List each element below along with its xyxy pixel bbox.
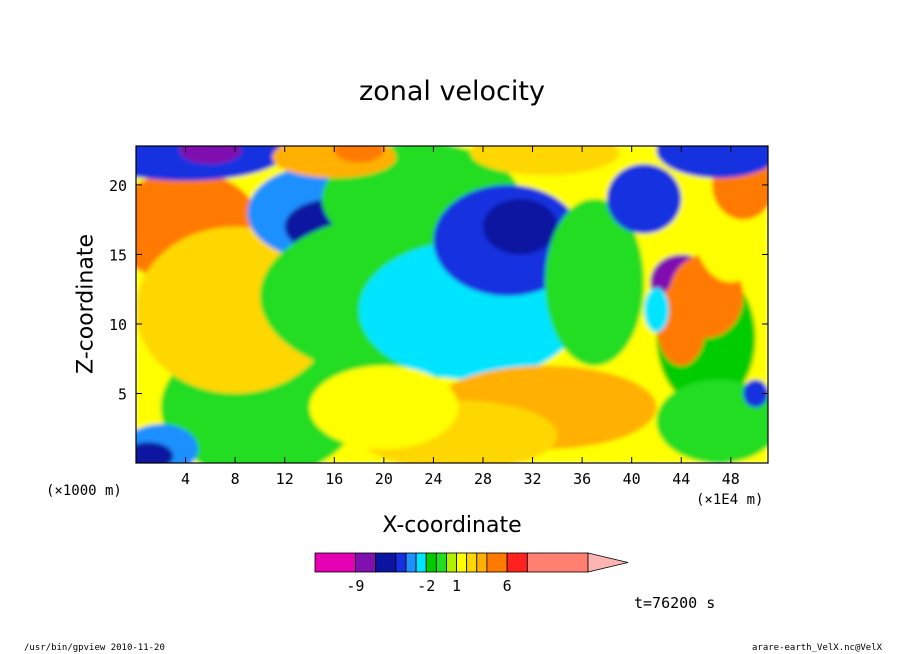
contour-region	[656, 146, 768, 178]
contour-region	[136, 442, 174, 463]
time-label: t=76200 s	[634, 594, 716, 612]
footer-left: /usr/bin/gpview 2010-11-20	[24, 643, 165, 653]
y-axis-label: Z-coordinate	[73, 234, 99, 374]
colorbar-tick-label: -2	[417, 577, 435, 595]
y-tick-label: 5	[118, 385, 127, 403]
y-tick-label: 20	[109, 177, 127, 195]
colorbar-segment	[415, 552, 427, 573]
x-tick-label: 24	[424, 470, 442, 488]
contour-region	[470, 146, 620, 176]
contour-region	[334, 146, 384, 163]
colorbar-segment	[435, 552, 447, 573]
x-unit-label: (×1000 m)	[46, 483, 122, 499]
colorbar-tick-label: 1	[452, 577, 461, 595]
contour-region	[309, 365, 459, 450]
colorbar-segment	[456, 552, 468, 573]
x-tick-label: 20	[375, 470, 393, 488]
colorbar-segment	[506, 552, 528, 573]
x-tick-label: 44	[672, 470, 690, 488]
x-tick-label: 36	[573, 470, 591, 488]
colorbar-segment	[476, 552, 488, 573]
colorbar-arrow	[587, 552, 629, 573]
colorbar: -9 -2 1 6	[314, 552, 629, 595]
x-tick-label: 48	[722, 470, 740, 488]
colorbar-tick-label: 6	[503, 577, 512, 595]
chart-title: zonal velocity	[359, 76, 545, 107]
y-tick-label: 10	[109, 316, 127, 334]
colorbar-segment	[355, 552, 377, 573]
contour-region	[656, 282, 707, 366]
contour-region	[656, 379, 768, 463]
contour-region	[606, 164, 682, 234]
contour-region	[179, 146, 242, 165]
colorbar-segment	[405, 552, 417, 573]
colorbar-segment	[425, 552, 437, 573]
colorbar-segment	[314, 552, 356, 573]
colorbar-segment	[375, 552, 397, 573]
x-tick-label: 32	[524, 470, 542, 488]
y-tick-label: 15	[109, 246, 127, 264]
plot-frame	[135, 145, 769, 464]
colorbar-segment	[395, 552, 407, 573]
x-tick-label: 12	[276, 470, 294, 488]
contour-region	[644, 287, 669, 333]
x-tick-label: 8	[231, 470, 240, 488]
colorbar-segment	[526, 552, 589, 573]
colorbar-tick-label: -9	[346, 577, 364, 595]
x-tick-label: 4	[181, 470, 190, 488]
colorbar-segment	[486, 552, 508, 573]
footer-right: arare-earth_VelX.nc@VelX	[752, 643, 883, 653]
contour-region	[544, 198, 645, 366]
colorbar-segment	[466, 552, 478, 573]
colorbar-segment	[446, 552, 457, 573]
x-axis-label: X-coordinate	[382, 513, 522, 538]
contour-region	[743, 379, 768, 408]
contour-region	[482, 198, 558, 255]
x-tick-label: 28	[474, 470, 492, 488]
x-tick-label: 40	[623, 470, 641, 488]
contour-field	[136, 146, 768, 463]
x-scale-label: (×1E4 m)	[696, 492, 764, 508]
x-tick-label: 16	[325, 470, 343, 488]
